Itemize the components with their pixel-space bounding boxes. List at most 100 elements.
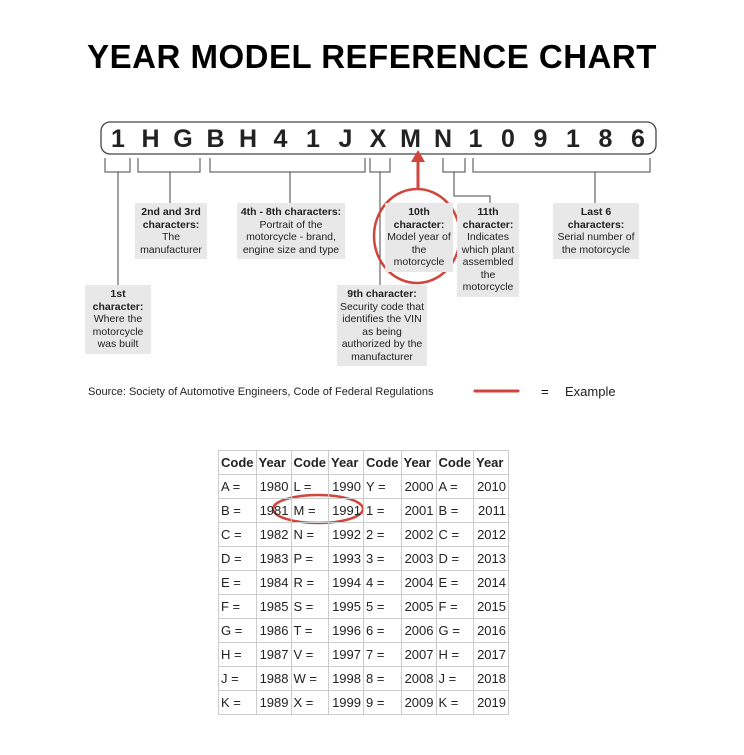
code-cell: 8 = bbox=[363, 666, 402, 691]
year-cell: 1988 bbox=[255, 666, 292, 691]
year-cell: 1997 bbox=[328, 642, 364, 667]
vin-character: 1 bbox=[566, 125, 580, 153]
code-cell: W = bbox=[290, 666, 329, 691]
code-cell: H = bbox=[435, 642, 474, 667]
code-cell: X = bbox=[290, 690, 329, 715]
code-cell: M = bbox=[290, 498, 329, 523]
year-cell: 2019 bbox=[473, 690, 509, 715]
vin-character: 1 bbox=[306, 125, 320, 153]
table-row: C = 1982 N = 1992 2 = 2002 C = 2012 bbox=[218, 522, 509, 547]
callout-heading: 10th character: bbox=[393, 206, 445, 231]
arrow-head bbox=[411, 150, 425, 162]
table-row: J = 1988 W = 1998 8 = 2008 J = 2018 bbox=[218, 666, 509, 691]
callout: 4th - 8th characters: Portrait of the mot… bbox=[237, 203, 345, 259]
table-row: K = 1989 X = 1999 9 = 2009 K = 2019 bbox=[218, 690, 509, 715]
header-cell: Code bbox=[290, 450, 329, 475]
table-row: H = 1987 V = 1997 7 = 2007 H = 2017 bbox=[218, 642, 509, 667]
year-cell: 2012 bbox=[473, 522, 509, 547]
year-cell: 2015 bbox=[473, 594, 509, 619]
callout-heading: 4th - 8th characters: bbox=[240, 206, 342, 218]
year-cell: 1995 bbox=[328, 594, 364, 619]
code-cell: J = bbox=[435, 666, 474, 691]
table-row: G = 1986 T = 1996 6 = 2006 G = 2016 bbox=[218, 618, 509, 643]
year-cell: 1999 bbox=[328, 690, 364, 715]
year-cell: 1984 bbox=[255, 570, 292, 595]
code-cell: E = bbox=[435, 570, 474, 595]
vin-character: H bbox=[239, 125, 257, 153]
vin-box bbox=[100, 121, 657, 155]
vin-character: G bbox=[173, 125, 192, 153]
callout-heading: Last 6 characters: bbox=[567, 206, 625, 231]
year-cell: 2000 bbox=[400, 474, 437, 499]
code-cell: 6 = bbox=[363, 618, 402, 643]
year-cell: 1980 bbox=[255, 474, 292, 499]
code-cell: G = bbox=[435, 618, 474, 643]
code-cell: 5 = bbox=[363, 594, 402, 619]
code-cell: 4 = bbox=[363, 570, 402, 595]
callout: 11th character: Indicates which plant ass… bbox=[457, 203, 519, 297]
code-cell: V = bbox=[290, 642, 329, 667]
header-cell: Code bbox=[435, 450, 474, 475]
vin-character: X bbox=[370, 125, 387, 153]
year-cell: 1998 bbox=[328, 666, 364, 691]
code-cell: J = bbox=[218, 666, 257, 691]
code-cell: B = bbox=[218, 498, 257, 523]
callout: 10th character: Model year of the motorcy… bbox=[385, 203, 453, 272]
code-cell: A = bbox=[218, 474, 257, 499]
year-cell: 2005 bbox=[400, 594, 437, 619]
callout-heading: 11th character: bbox=[462, 206, 514, 231]
code-cell: 1 = bbox=[363, 498, 402, 523]
callout-body: Security code that identifies the VIN as… bbox=[339, 300, 425, 363]
legend-label: Example bbox=[565, 384, 616, 399]
callout-body: Model year of the motorcycle bbox=[387, 231, 451, 268]
vin-character: 9 bbox=[534, 125, 548, 153]
code-cell: N = bbox=[290, 522, 329, 547]
header-cell: Year bbox=[255, 450, 292, 475]
vin-character: 0 bbox=[501, 125, 515, 153]
callout-heading: 1st character: bbox=[92, 288, 144, 313]
brackets bbox=[104, 158, 651, 285]
callout-heading: 9th character: bbox=[347, 288, 417, 300]
code-cell: 2 = bbox=[363, 522, 402, 547]
code-cell: F = bbox=[218, 594, 257, 619]
year-cell: 2011 bbox=[473, 498, 509, 523]
code-cell: H = bbox=[218, 642, 257, 667]
vin-character: H bbox=[141, 125, 159, 153]
year-cell: 2002 bbox=[400, 522, 437, 547]
callout-body: Portrait of the motorcycle - brand, engi… bbox=[242, 218, 340, 256]
code-cell: C = bbox=[218, 522, 257, 547]
table-row: B = 1981 M = 1991 1 = 2001 B = 2011 bbox=[218, 498, 509, 523]
code-cell: L = bbox=[290, 474, 329, 499]
year-cell: 2016 bbox=[473, 618, 509, 643]
callout-body: Where the motorcycle was built bbox=[92, 313, 144, 350]
year-cell: 1993 bbox=[328, 546, 364, 571]
header-cell: Year bbox=[400, 450, 437, 475]
code-cell: Y = bbox=[363, 474, 402, 499]
year-cell: 2009 bbox=[400, 690, 437, 715]
year-cell: 1985 bbox=[255, 594, 292, 619]
header-cell: Year bbox=[473, 450, 509, 475]
title: YEAR MODEL REFERENCE CHART bbox=[87, 38, 657, 75]
code-cell: F = bbox=[435, 594, 474, 619]
year-cell: 2006 bbox=[400, 618, 437, 643]
code-cell: B = bbox=[435, 498, 474, 523]
year-cell: 1986 bbox=[255, 618, 292, 643]
year-cell: 1996 bbox=[328, 618, 364, 643]
vin-character: J bbox=[339, 125, 353, 153]
table-row: F = 1985 S = 1995 5 = 2005 F = 2015 bbox=[218, 594, 509, 619]
code-cell: E = bbox=[218, 570, 257, 595]
code-cell: K = bbox=[435, 690, 474, 715]
code-cell: D = bbox=[435, 546, 474, 571]
year-cell: 2018 bbox=[473, 666, 509, 691]
code-cell: 7 = bbox=[363, 642, 402, 667]
table-row: E = 1984 R = 1994 4 = 2004 E = 2014 bbox=[218, 570, 509, 595]
code-cell: T = bbox=[290, 618, 329, 643]
source: Source: Society of Automotive Engineers,… bbox=[88, 386, 434, 398]
year-cell: 2014 bbox=[473, 570, 509, 595]
year-cell: 1981 bbox=[255, 498, 292, 523]
year-cell: 1982 bbox=[255, 522, 292, 547]
year-cell: 2003 bbox=[400, 546, 437, 571]
year-table: Code Year Code Year Code Year Code Year A = 1980 L… bbox=[218, 450, 509, 715]
vin-character: 6 bbox=[631, 125, 645, 153]
